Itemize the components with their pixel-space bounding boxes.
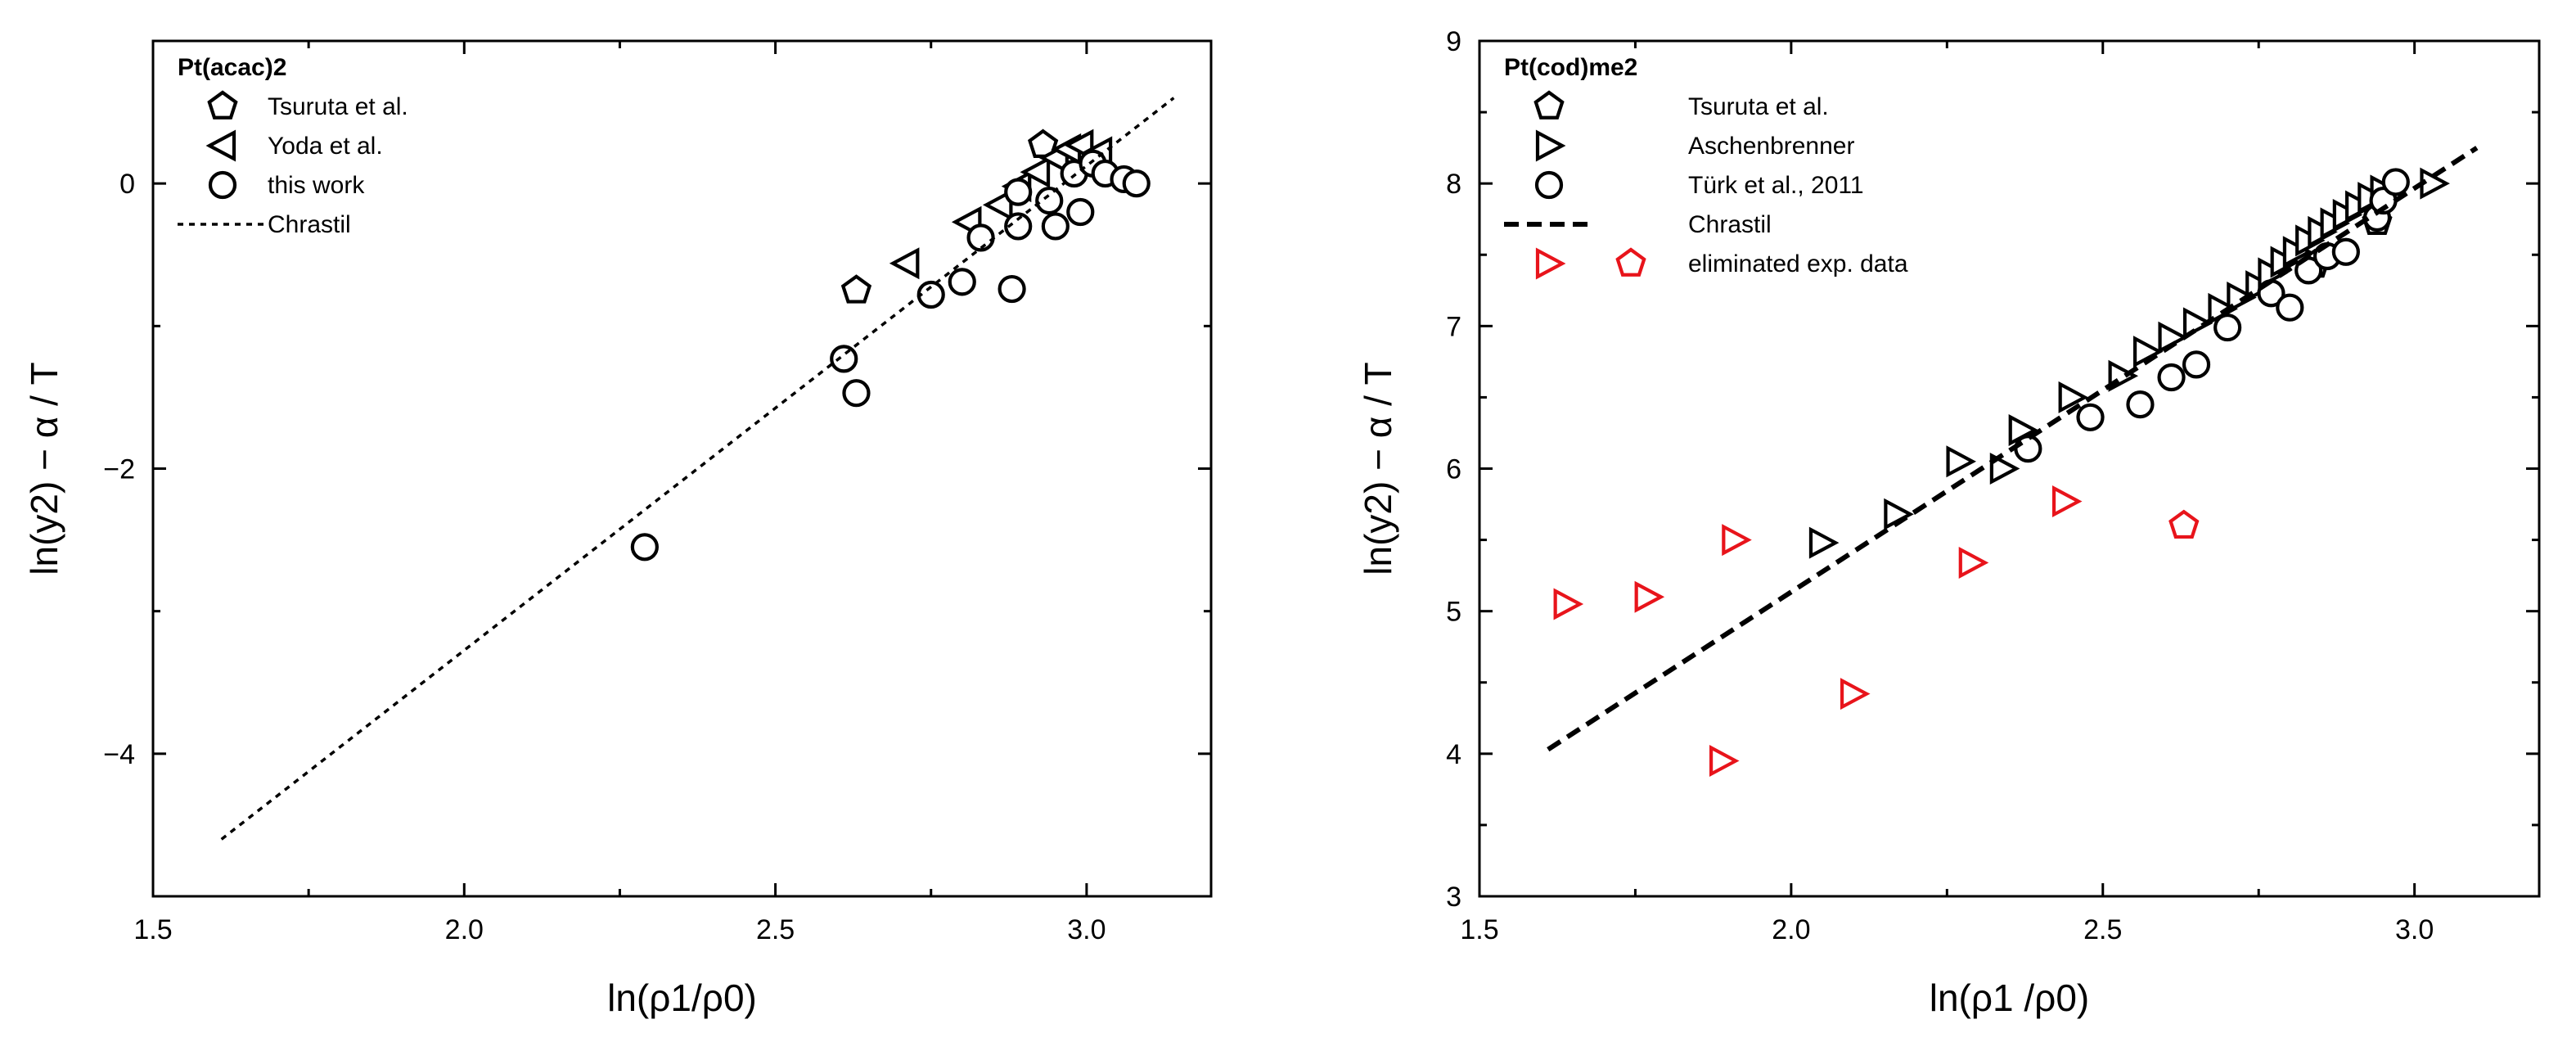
y-tick-label: 5 [1446, 597, 1461, 628]
legend-entry-label: eliminated exp. data [1688, 250, 1908, 277]
data-point-triangle-right [1808, 526, 1840, 559]
legend-entry-label: Tsuruta et al. [1688, 93, 1829, 120]
legend-marker-circle [208, 170, 237, 200]
legend-marker-pentagon [1615, 247, 1646, 277]
x-tick-label: 2.0 [445, 914, 484, 945]
x-axis-label: ln(ρ1/ρ0) [607, 977, 757, 1019]
y-tick-label: 6 [1446, 454, 1461, 485]
data-point-circle [2014, 435, 2042, 463]
y-tick-label: 7 [1446, 311, 1461, 342]
data-point-triangle-right [1553, 588, 1584, 620]
data-point-triangle-left [889, 247, 920, 280]
x-tick-label: 1.5 [133, 914, 172, 945]
series-line-chrastil [1547, 146, 2479, 752]
chart-panel-right: 1.5 2.0 2.5 3.0 3 4 5 6 7 8 9 ln(ρ1 /ρ0) ln(y2) − α … [1357, 26, 2541, 1019]
data-point-circle [1066, 197, 1095, 227]
data-point-triangle-right [2227, 282, 2257, 313]
legend-entry-label: Chrastil [268, 211, 351, 238]
legend-marker-triangle-right [1535, 129, 1566, 162]
legend-marker-pentagon [207, 90, 238, 120]
data-point-circle [1035, 186, 1064, 215]
legend-entry-label: Chrastil [1688, 211, 1772, 238]
data-point-triangle-right [2182, 307, 2213, 340]
legend-entry-label: Yoda et al. [268, 133, 383, 160]
y-tick-label: −2 [103, 454, 135, 485]
data-point-triangle-left [1020, 156, 1051, 188]
data-point-triangle-right [2058, 381, 2089, 413]
data-point-circle [2182, 350, 2211, 379]
data-point-triangle-right [1709, 745, 1740, 778]
data-point-circle [2276, 293, 2304, 322]
y-axis-label: ln(y2) − α / T [23, 362, 65, 575]
data-point-triangle-right [1958, 546, 1989, 579]
data-point-circle [2331, 237, 2360, 266]
x-tick-label: 1.5 [1460, 914, 1498, 945]
data-point-triangle-left [982, 188, 1013, 221]
x-tick-label: 3.0 [2395, 914, 2434, 945]
legend-marker-pentagon [1533, 90, 1565, 120]
x-axis-label: ln(ρ1 /ρ0) [1930, 977, 2090, 1019]
legend-entry-label: Türk et al., 2011 [1688, 172, 1864, 199]
data-point-circle [830, 345, 858, 373]
data-point-circle [2126, 390, 2155, 419]
y-tick-label: 4 [1446, 739, 1461, 770]
data-point-circle [1122, 169, 1151, 198]
data-point-circle [948, 268, 976, 296]
data-point-circle [2381, 168, 2410, 196]
data-point-triangle-right [1634, 580, 1665, 613]
legend-title: Pt(acac)2 [178, 54, 286, 81]
data-point-triangle-right [2132, 336, 2164, 368]
data-point-circle [630, 533, 659, 562]
data-point-pentagon [2168, 509, 2200, 539]
y-tick-label: 9 [1446, 26, 1461, 57]
y-axis-label: ln(y2) − α / T [1357, 362, 1399, 575]
y-tick-label: 3 [1446, 882, 1461, 913]
data-point-circle [1004, 212, 1033, 241]
legend-marker-triangle-left [205, 129, 236, 162]
legend-marker-triangle-right [1535, 247, 1566, 280]
y-tick-label: −4 [103, 739, 135, 770]
series-line-chrastil [220, 97, 1175, 841]
data-point-triangle-right [1722, 524, 1752, 557]
x-tick-label: 2.5 [2083, 914, 2122, 945]
x-tick-label: 2.5 [756, 914, 795, 945]
chart-panel-left: 1.5 2.0 2.5 3.0 −4 −2 0 ln(ρ1/ρ0) ln(y2) − α / T… [23, 39, 1213, 1019]
data-point-triangle-right [1840, 678, 1871, 710]
y-tick-label: 0 [119, 169, 135, 200]
y-tick-label: 8 [1446, 169, 1461, 200]
data-point-pentagon [840, 274, 872, 304]
legend-title: Pt(cod)me2 [1504, 54, 1637, 81]
data-point-circle [2157, 363, 2186, 392]
data-point-circle [2213, 313, 2242, 342]
legend-entry-label: Aschenbrenner [1688, 133, 1854, 160]
data-point-triangle-right [1989, 453, 2020, 485]
data-point-circle [998, 274, 1026, 304]
x-tick-label: 3.0 [1067, 914, 1106, 945]
legend-entry-label: Tsuruta et al. [268, 93, 408, 120]
data-point-circle [966, 223, 995, 252]
data-point-circle [842, 379, 871, 408]
data-point-triangle-right [1946, 445, 1977, 478]
data-point-circle [1004, 178, 1033, 206]
x-tick-label: 2.0 [1772, 914, 1810, 945]
legend-marker-circle [1534, 170, 1564, 200]
data-point-circle [2076, 403, 2105, 431]
data-point-circle [1041, 212, 1070, 241]
legend-entry-label: this work [268, 172, 365, 199]
data-point-triangle-right [2051, 485, 2083, 518]
